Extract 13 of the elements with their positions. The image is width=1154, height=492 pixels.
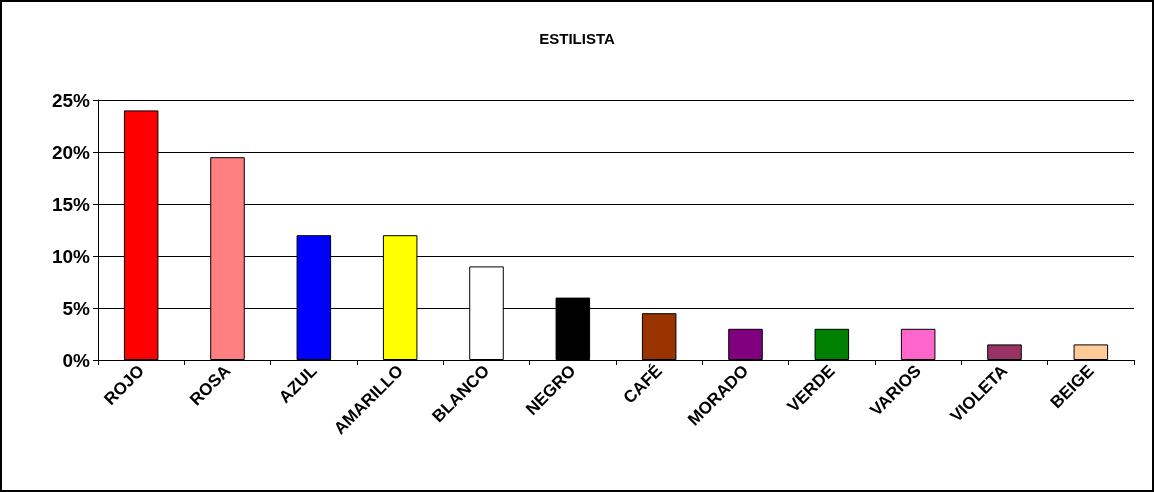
y-tick-label: 10% <box>51 245 91 267</box>
y-tick-label: 5% <box>62 297 91 319</box>
bar <box>728 328 763 360</box>
bar <box>1073 344 1109 360</box>
y-tick-label: 0% <box>62 349 91 371</box>
y-tick-label: 25% <box>51 89 91 111</box>
y-tick-label: 15% <box>51 193 91 215</box>
bar <box>900 328 936 360</box>
bar <box>814 328 850 360</box>
y-tick-label: 20% <box>51 141 91 163</box>
bar <box>987 344 1022 360</box>
chart-title: ESTILISTA <box>539 30 615 47</box>
bar <box>641 313 677 360</box>
